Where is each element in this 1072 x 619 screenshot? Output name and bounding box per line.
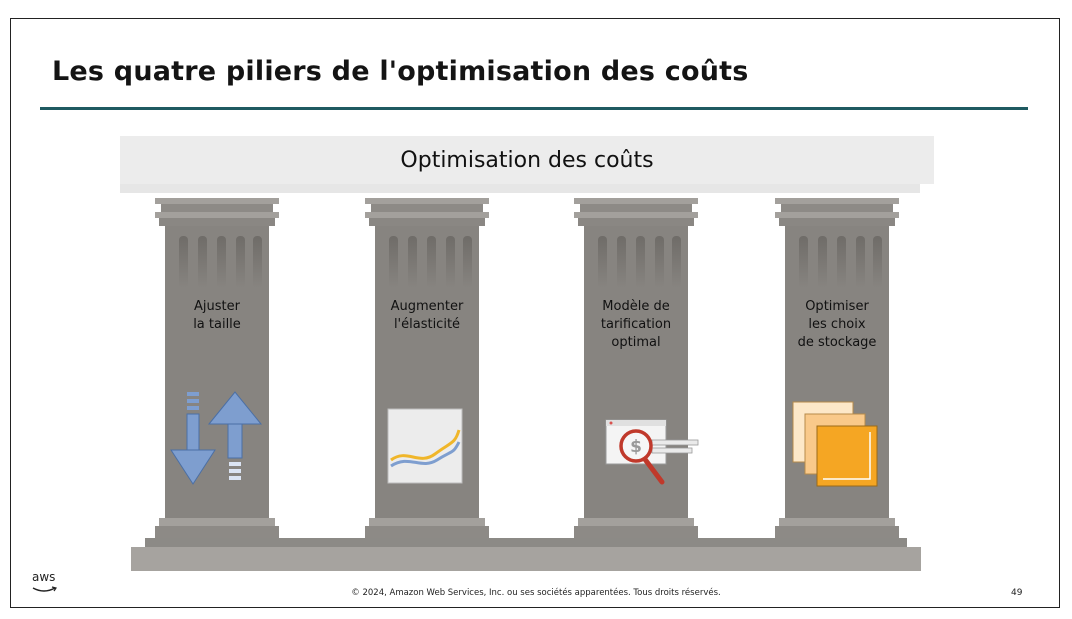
pillar-label-line: Augmenter xyxy=(390,299,464,314)
pillar-label-line: l'élasticité xyxy=(393,317,461,332)
pillar-label-line: les choix xyxy=(808,317,866,332)
svg-text:$: $ xyxy=(630,437,642,457)
page-number: 49 xyxy=(1011,588,1023,598)
pillar-pricing: Modèle de tarification optimal $ xyxy=(574,198,699,540)
pillar-label-storage: Optimiser les choix de stockage xyxy=(775,298,899,352)
temple-base xyxy=(131,547,921,571)
aws-smile-icon xyxy=(32,586,57,592)
pillar-label-line: tarification xyxy=(600,317,672,332)
pillar-label-elasticity: Augmenter l'élasticité xyxy=(365,298,489,334)
banner-label: Optimisation des coûts xyxy=(400,147,654,173)
temple-banner: Optimisation des coûts xyxy=(120,136,934,184)
pricing-magnifier-icon: $ xyxy=(605,419,699,485)
banner-shadow xyxy=(120,184,920,193)
pillar-label-line: optimal xyxy=(611,335,661,350)
stacked-storage-icon xyxy=(792,401,878,487)
pillar-label-line: Modèle de xyxy=(602,299,670,314)
pillar-label-line: de stockage xyxy=(797,335,877,350)
pillar-label-line: Optimiser xyxy=(805,299,869,314)
title-divider xyxy=(40,107,1028,110)
pillar-rightsizing: Ajuster la taille xyxy=(155,198,279,540)
aws-logo: aws xyxy=(32,570,56,584)
pillar-label-pricing: Modèle de tarification optimal xyxy=(574,298,698,352)
pillar-elasticity: Augmenter l'élasticité xyxy=(365,198,489,540)
pillar-storage: Optimiser les choix de stockage xyxy=(775,198,899,540)
resize-arrows-icon xyxy=(170,391,263,485)
pillar-label-line: Ajuster xyxy=(194,299,240,314)
slide-title: Les quatre piliers de l'optimisation des… xyxy=(52,56,749,87)
copyright-footer: © 2024, Amazon Web Services, Inc. ou ses… xyxy=(351,588,721,598)
elasticity-chart-icon xyxy=(387,408,463,484)
pillar-label-rightsizing: Ajuster la taille xyxy=(155,298,279,334)
pillar-label-line: la taille xyxy=(193,317,241,332)
temple-base-step xyxy=(145,538,907,548)
